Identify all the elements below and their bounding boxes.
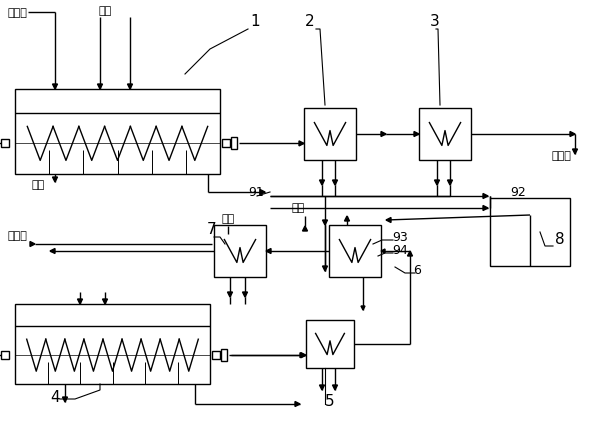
Bar [490,198,570,266]
Text: 93: 93 [392,231,408,244]
Bar [212,351,220,359]
Polygon shape [434,180,439,185]
Text: 94: 94 [392,244,408,257]
Polygon shape [381,131,386,136]
Text: 91: 91 [248,186,264,199]
Polygon shape [572,149,577,154]
Polygon shape [323,220,328,225]
Bar [15,304,210,384]
Text: 5: 5 [325,394,335,409]
Polygon shape [77,299,83,304]
Bar [1,351,9,359]
Polygon shape [50,249,55,254]
Bar [1,139,9,147]
Text: 冷凝水: 冷凝水 [552,151,572,161]
Bar [329,225,381,277]
Polygon shape [361,306,365,310]
Text: 1: 1 [250,14,260,29]
Polygon shape [103,299,107,304]
Text: 疏水: 疏水 [31,180,44,190]
Bar [306,320,354,368]
Text: 2: 2 [305,14,315,29]
Polygon shape [300,353,305,358]
Bar [222,139,230,147]
Bar [231,137,237,149]
Polygon shape [448,180,452,185]
Text: 7: 7 [207,222,217,237]
Text: 湿污泥: 湿污泥 [8,8,28,18]
Polygon shape [414,131,419,136]
Text: 6: 6 [413,264,421,277]
Polygon shape [323,266,328,271]
Polygon shape [242,292,248,297]
Text: 92: 92 [510,186,526,199]
Polygon shape [224,232,228,236]
Polygon shape [301,353,306,358]
Bar [304,108,356,160]
Text: 蒸汽: 蒸汽 [222,214,235,224]
Polygon shape [570,131,575,136]
Polygon shape [381,249,385,253]
Polygon shape [53,177,58,182]
Polygon shape [299,141,304,146]
Polygon shape [332,180,337,185]
Bar [419,108,471,160]
Polygon shape [62,397,67,402]
Bar [221,349,227,361]
Polygon shape [320,180,325,185]
Polygon shape [128,84,133,89]
Polygon shape [407,251,413,256]
Text: 3: 3 [430,14,440,29]
Text: 疏水: 疏水 [292,203,305,213]
Polygon shape [53,84,58,89]
Polygon shape [295,401,300,407]
Polygon shape [30,242,35,246]
Polygon shape [344,216,349,221]
Polygon shape [332,385,337,390]
Bar [15,89,220,174]
Text: 8: 8 [555,232,565,247]
Polygon shape [266,249,271,254]
Text: 4: 4 [50,390,60,405]
Polygon shape [260,190,265,194]
Text: 湿污泥: 湿污泥 [8,231,28,241]
Bar [214,225,266,277]
Polygon shape [386,218,391,222]
Text: 蒸汽: 蒸汽 [98,6,112,16]
Polygon shape [227,292,233,297]
Polygon shape [483,194,488,198]
Polygon shape [302,226,308,231]
Polygon shape [320,385,325,390]
Polygon shape [483,206,488,210]
Polygon shape [97,84,103,89]
